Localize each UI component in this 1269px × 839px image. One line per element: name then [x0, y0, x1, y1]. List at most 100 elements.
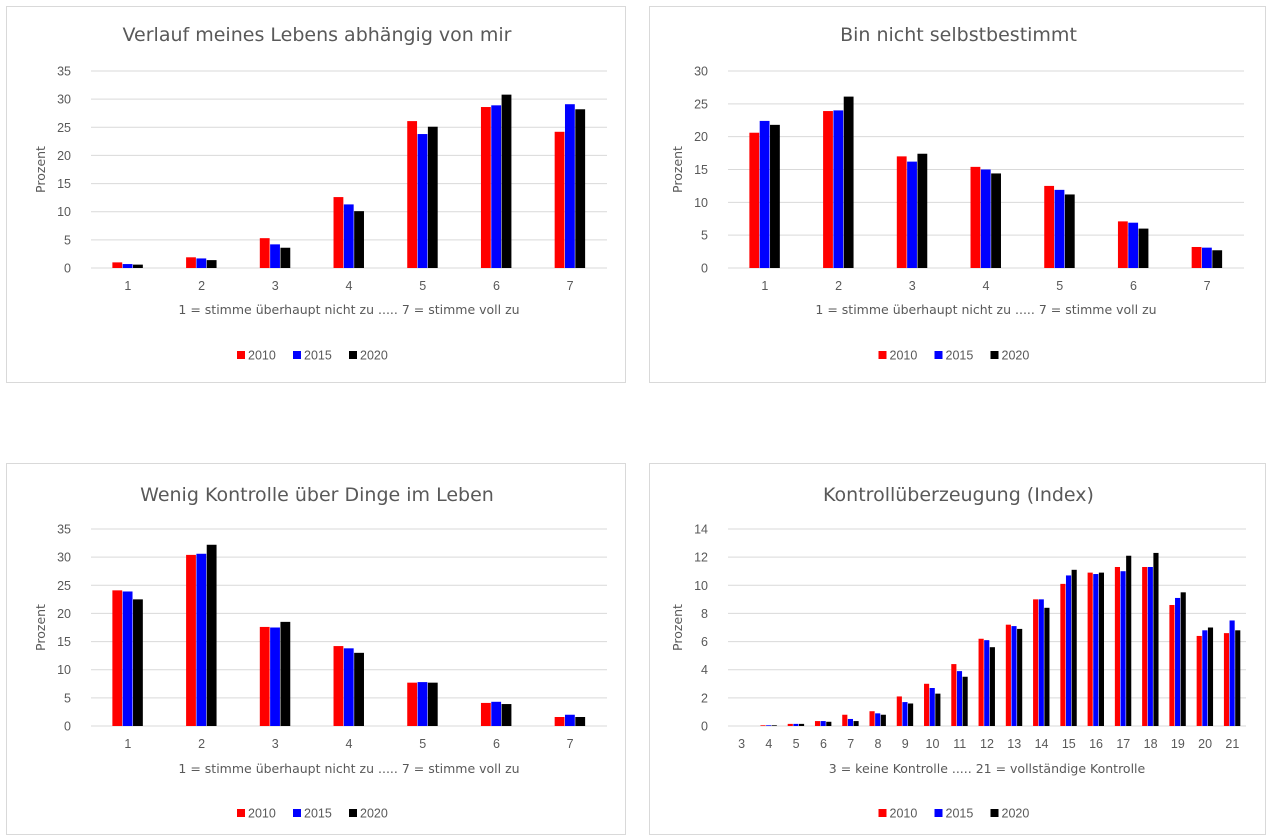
- legend-swatch-2015: [934, 809, 943, 817]
- bar-2010-15: [1060, 583, 1066, 726]
- x-tick-label: 5: [419, 737, 426, 751]
- legend-label: 2020: [360, 349, 388, 363]
- y-tick-label: 20: [694, 130, 708, 144]
- y-tick-label: 25: [57, 579, 71, 593]
- chart-svg-2: Bin nicht selbstbestimmt051015202530Proz…: [670, 24, 1244, 363]
- bar-2020-15: [1071, 569, 1077, 726]
- y-tick-label: 5: [64, 233, 71, 247]
- y-tick-label: 0: [64, 720, 71, 734]
- bar-2020-21: [1235, 630, 1241, 726]
- bar-2015-4: [343, 204, 354, 268]
- y-tick-label: 35: [57, 523, 71, 537]
- x-tick-label: 3: [738, 737, 745, 751]
- x-tick-label: 2: [198, 279, 205, 293]
- bar-2015-7: [847, 718, 854, 726]
- bar-2010-21: [1223, 633, 1230, 726]
- legend-swatch-2010: [878, 351, 887, 359]
- bar-2015-2: [196, 553, 207, 726]
- bar-2010-10: [924, 683, 930, 726]
- x-tick-label: 11: [953, 737, 966, 751]
- y-tick-label: 35: [57, 65, 71, 79]
- x-tick-label: 5: [419, 279, 426, 293]
- x-tick-label: 7: [567, 279, 574, 293]
- bar-2015-7: [564, 714, 575, 726]
- bar-2010-3: [896, 156, 907, 268]
- y-tick-label: 25: [694, 97, 708, 111]
- y-tick-label: 0: [701, 720, 708, 734]
- legend-swatch-2010: [237, 351, 245, 359]
- bar-2010-5: [407, 121, 418, 268]
- bar-2010-14: [1033, 599, 1039, 726]
- x-tick-label: 3: [272, 737, 279, 751]
- bar-2020-1: [133, 599, 143, 726]
- bar-2010-5: [1044, 185, 1055, 268]
- x-tick-label: 19: [1171, 737, 1185, 751]
- x-tick-label: 4: [765, 737, 772, 751]
- bar-2010-2: [186, 257, 196, 268]
- x-tick-label: 6: [1130, 279, 1137, 293]
- bar-2015-11: [956, 671, 963, 726]
- bar-2010-19: [1169, 604, 1175, 726]
- bar-2020-12: [989, 647, 995, 726]
- legend-label: 2010: [248, 349, 276, 363]
- x-tick-label: 20: [1198, 737, 1212, 751]
- x-tick-label: 15: [1062, 737, 1076, 751]
- y-axis-label: Prozent: [33, 146, 48, 193]
- x-tick-label: 7: [567, 737, 574, 751]
- bar-2020-4: [354, 652, 364, 726]
- bar-2015-13: [1011, 626, 1017, 726]
- bar-2010-11: [951, 664, 957, 726]
- bar-2015-21: [1229, 620, 1235, 726]
- x-axis-label: 1 = stimme überhaupt nicht zu ..... 7 = …: [178, 761, 519, 776]
- bar-2010-1: [749, 132, 760, 268]
- bar-2020-5: [1064, 194, 1075, 268]
- legend-swatch-2015: [934, 351, 943, 359]
- bar-2020-20: [1207, 627, 1214, 726]
- bar-2015-15: [1065, 575, 1072, 726]
- bar-2015-19: [1175, 597, 1181, 726]
- y-axis-label: Prozent: [670, 604, 685, 651]
- legend-swatch-2015: [293, 351, 301, 359]
- legend-swatch-2015: [293, 809, 301, 817]
- x-tick-label: 2: [198, 737, 205, 751]
- bar-2010-18: [1142, 566, 1148, 726]
- bar-2020-5: [427, 682, 438, 726]
- y-tick-label: 30: [57, 93, 71, 107]
- y-tick-label: 15: [57, 177, 71, 191]
- chart-panel-2: Bin nicht selbstbestimmt 0 5 10 15 20 25 30 Proz…: [649, 6, 1266, 383]
- x-tick-label: 14: [1035, 737, 1049, 751]
- bar-2015-17: [1120, 571, 1126, 726]
- bar-2020-8: [880, 714, 886, 726]
- bar-2020-5: [427, 126, 438, 268]
- x-tick-label: 4: [346, 737, 353, 751]
- y-tick-label: 14: [694, 523, 708, 537]
- legend-label: 2015: [946, 349, 974, 363]
- y-tick-label: 12: [694, 551, 708, 565]
- chart-title: Bin nicht selbstbestimmt: [840, 24, 1077, 46]
- bar-2015-1: [122, 591, 133, 726]
- chart-panel-3: Wenig Kontrolle über Dinge im Leben 0 5 10 1…: [6, 463, 626, 835]
- bar-2020-6: [826, 721, 832, 726]
- bar-2010-7: [554, 716, 565, 726]
- bar-2015-9: [902, 702, 908, 726]
- legend-label: 2010: [890, 349, 918, 363]
- y-tick-label: 10: [694, 196, 708, 210]
- chart-svg-3: Wenig Kontrolle über Dinge im Leben 0 5 10 1…: [33, 484, 607, 821]
- bar-2015-10: [929, 688, 935, 726]
- bar-2015-4: [766, 725, 772, 726]
- bar-2015-2: [196, 258, 207, 268]
- bar-2010-6: [480, 702, 491, 726]
- legend-label: 2020: [360, 807, 388, 821]
- bar-2020-2: [206, 260, 217, 268]
- bar-2010-1: [112, 590, 123, 726]
- bar-2015-12: [984, 640, 990, 726]
- bar-2020-4: [991, 173, 1001, 268]
- bar-2015-3: [907, 161, 917, 268]
- y-tick-label: 10: [57, 205, 71, 219]
- chart-svg-4: Kontrollüberzeugung (Index) 0 2 4 6 8 10 12 14 Pr…: [670, 484, 1246, 821]
- bar-2010-4: [970, 166, 981, 268]
- chart-title: Verlauf meines Lebens abhängig von mir: [123, 24, 512, 46]
- legend-swatch-2020: [990, 351, 999, 359]
- bar-2015-1: [122, 264, 133, 268]
- bar-2020-3: [917, 153, 928, 268]
